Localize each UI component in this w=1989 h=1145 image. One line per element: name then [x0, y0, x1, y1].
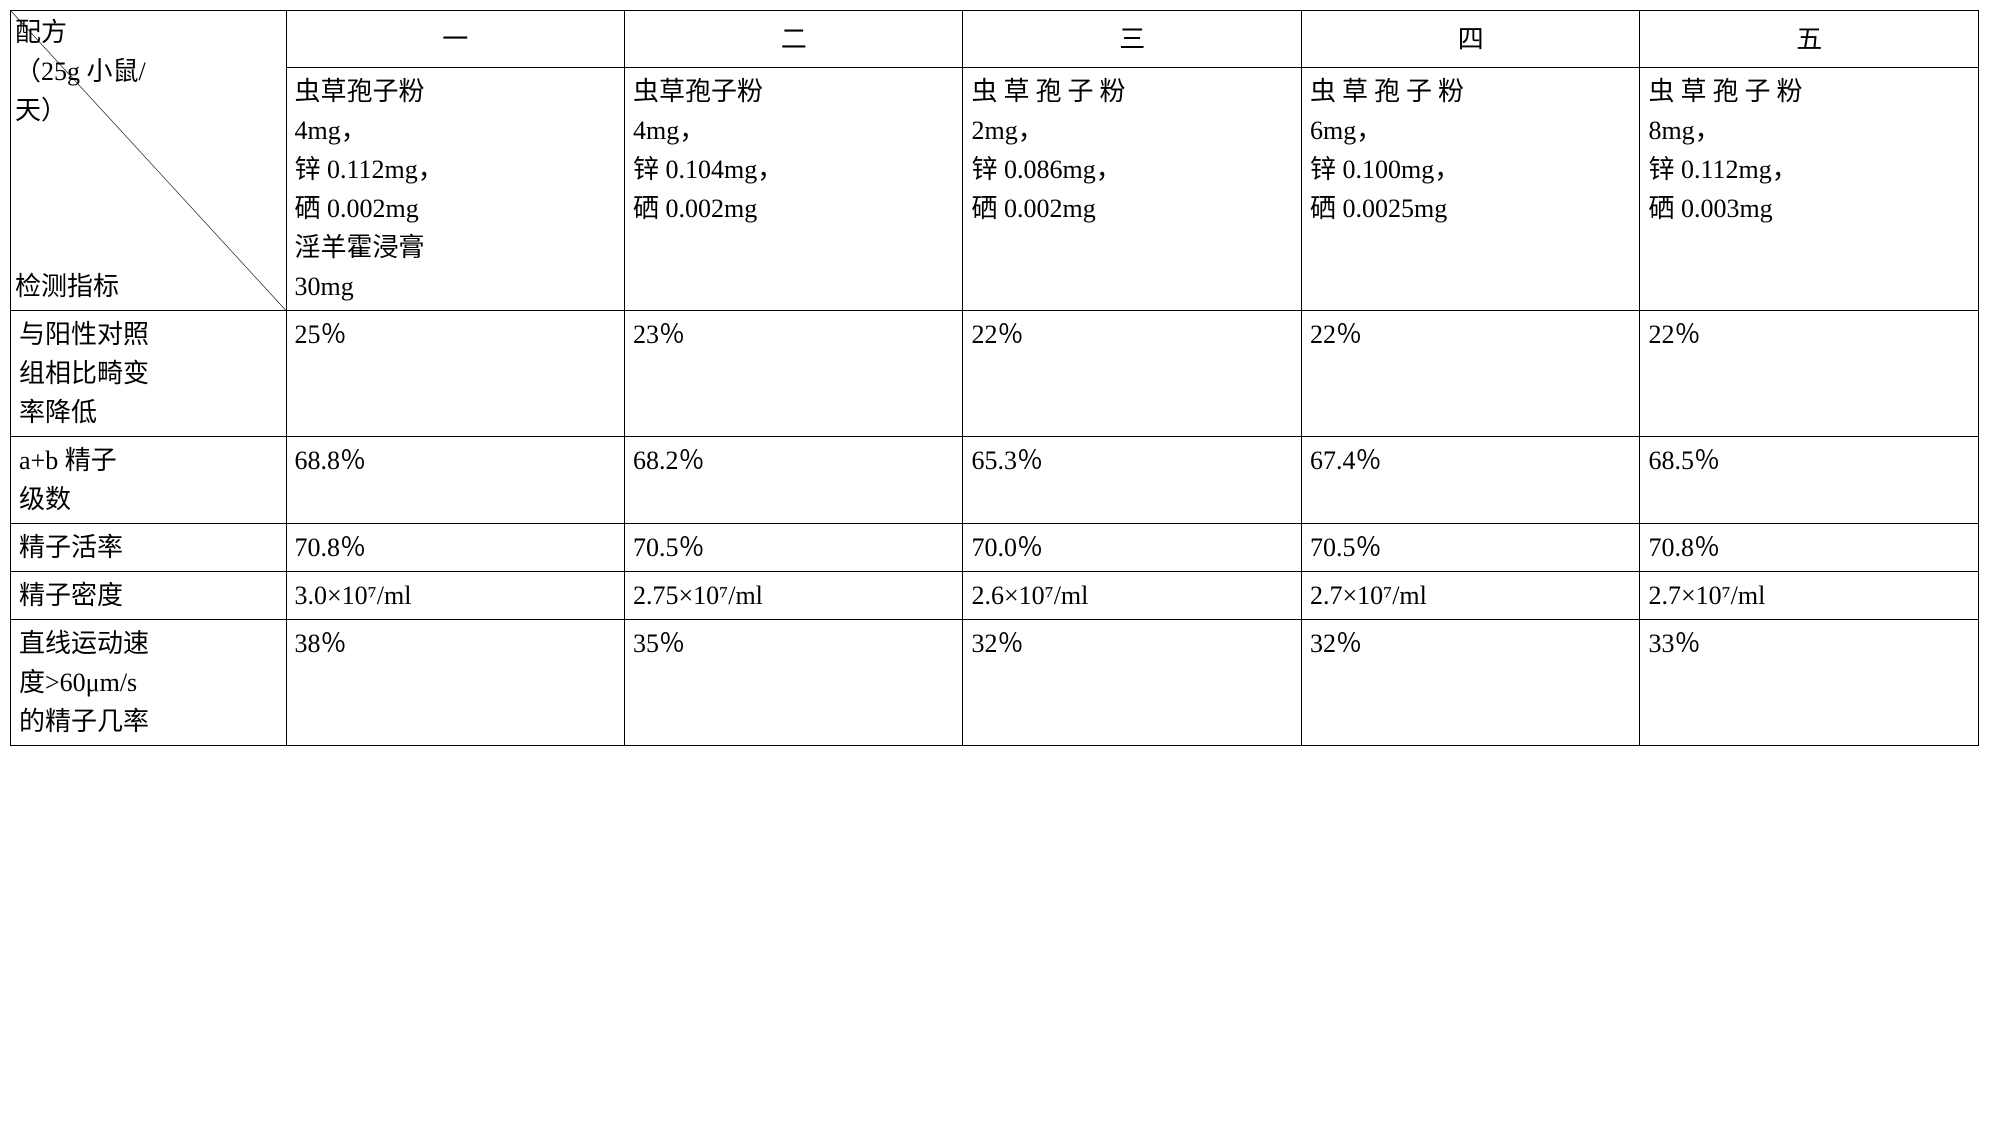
ingredient-cell-1: 虫草孢子粉4mg，锌 0.112mg，硒 0.002mg淫羊霍浸膏30mg — [286, 68, 624, 311]
cell-1-2: 23％ — [625, 311, 963, 437]
diagonal-header-cell: 配方（25g 小鼠/天） 检测指标 — [11, 11, 287, 311]
col-header-3: 三 — [963, 11, 1301, 68]
row-label-1: 与阳性对照组相比畸变率降低 — [11, 311, 287, 437]
cell-5-3: 32％ — [963, 620, 1301, 746]
cell-2-3: 65.3％ — [963, 437, 1301, 524]
cell-1-4: 22％ — [1301, 311, 1639, 437]
col-header-5: 五 — [1640, 11, 1979, 68]
cell-5-4: 32％ — [1301, 620, 1639, 746]
ingredient-cell-2: 虫草孢子粉4mg，锌 0.104mg，硒 0.002mg — [625, 68, 963, 311]
cell-2-1: 68.8％ — [286, 437, 624, 524]
cell-4-4: 2.7×10⁷/ml — [1301, 572, 1639, 620]
data-table: 配方（25g 小鼠/天）检测指标一二三四五虫草孢子粉4mg，锌 0.112mg，… — [10, 10, 1979, 746]
ingredient-cell-4: 虫草孢子粉6mg，锌 0.100mg，硒 0.0025mg — [1301, 68, 1639, 311]
cell-2-2: 68.2％ — [625, 437, 963, 524]
col-header-2: 二 — [625, 11, 963, 68]
table-row: 精子活率70.8％70.5％70.0％70.5％70.8％ — [11, 524, 1979, 572]
diag-bottom-label: 检测指标 — [15, 267, 119, 306]
cell-1-1: 25％ — [286, 311, 624, 437]
col-header-1: 一 — [286, 11, 624, 68]
cell-3-3: 70.0％ — [963, 524, 1301, 572]
cell-3-1: 70.8％ — [286, 524, 624, 572]
cell-4-5: 2.7×10⁷/ml — [1640, 572, 1979, 620]
table-row: 直线运动速度>60μm/s的精子几率38％35％32％32％33％ — [11, 620, 1979, 746]
row-label-2: a+b 精子级数 — [11, 437, 287, 524]
ingredients-row: 虫草孢子粉4mg，锌 0.112mg，硒 0.002mg淫羊霍浸膏30mg虫草孢… — [11, 68, 1979, 311]
ingredient-cell-5: 虫草孢子粉8mg，锌 0.112mg，硒 0.003mg — [1640, 68, 1979, 311]
table-header-row: 配方（25g 小鼠/天）检测指标一二三四五 — [11, 11, 1979, 68]
cell-4-3: 2.6×10⁷/ml — [963, 572, 1301, 620]
cell-4-1: 3.0×10⁷/ml — [286, 572, 624, 620]
cell-3-2: 70.5％ — [625, 524, 963, 572]
cell-2-4: 67.4％ — [1301, 437, 1639, 524]
cell-5-1: 38％ — [286, 620, 624, 746]
cell-3-4: 70.5％ — [1301, 524, 1639, 572]
cell-5-5: 33％ — [1640, 620, 1979, 746]
cell-4-2: 2.75×10⁷/ml — [625, 572, 963, 620]
diag-top-label: 配方（25g 小鼠/天） — [15, 13, 146, 130]
cell-5-2: 35％ — [625, 620, 963, 746]
cell-3-5: 70.8％ — [1640, 524, 1979, 572]
table-row: 精子密度3.0×10⁷/ml2.75×10⁷/ml2.6×10⁷/ml2.7×1… — [11, 572, 1979, 620]
ingredient-cell-3: 虫草孢子粉2mg，锌 0.086mg，硒 0.002mg — [963, 68, 1301, 311]
cell-1-5: 22％ — [1640, 311, 1979, 437]
cell-2-5: 68.5％ — [1640, 437, 1979, 524]
row-label-4: 精子密度 — [11, 572, 287, 620]
col-header-4: 四 — [1301, 11, 1639, 68]
row-label-5: 直线运动速度>60μm/s的精子几率 — [11, 620, 287, 746]
table-row: a+b 精子级数68.8％68.2％65.3％67.4％68.5％ — [11, 437, 1979, 524]
cell-1-3: 22％ — [963, 311, 1301, 437]
row-label-3: 精子活率 — [11, 524, 287, 572]
table-row: 与阳性对照组相比畸变率降低25％23％22％22％22％ — [11, 311, 1979, 437]
